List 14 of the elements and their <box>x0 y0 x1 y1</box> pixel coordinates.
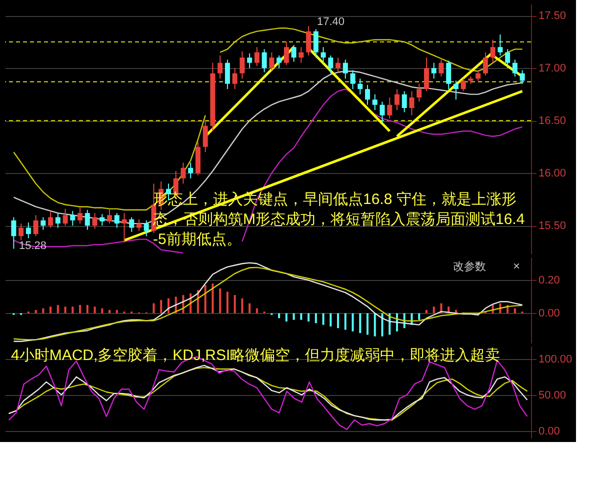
y-tick-label: 50.00 <box>538 389 566 402</box>
y-tick-label: 17.00 <box>538 62 566 75</box>
annotation: × <box>513 259 520 273</box>
y-tick-label: 100.00 <box>538 353 572 366</box>
y-tick-label: 0.00 <box>538 425 560 438</box>
y-tick-label: 0.00 <box>538 308 560 320</box>
y-tick-label: 0.20 <box>538 274 560 287</box>
y-tick-label: 16.50 <box>538 115 566 128</box>
y-tick-label: 17.50 <box>538 10 566 22</box>
y-tick-label: 15.50 <box>538 220 566 232</box>
annotation: 4小时MACD,多空胶着，KDJ,RSI略微偏空，但力度减弱中，即将进入超卖 <box>11 347 500 364</box>
y-tick-label: 16.00 <box>538 168 566 180</box>
annotation: 改参数 <box>453 260 486 273</box>
annotation: 17.40 <box>317 16 345 28</box>
